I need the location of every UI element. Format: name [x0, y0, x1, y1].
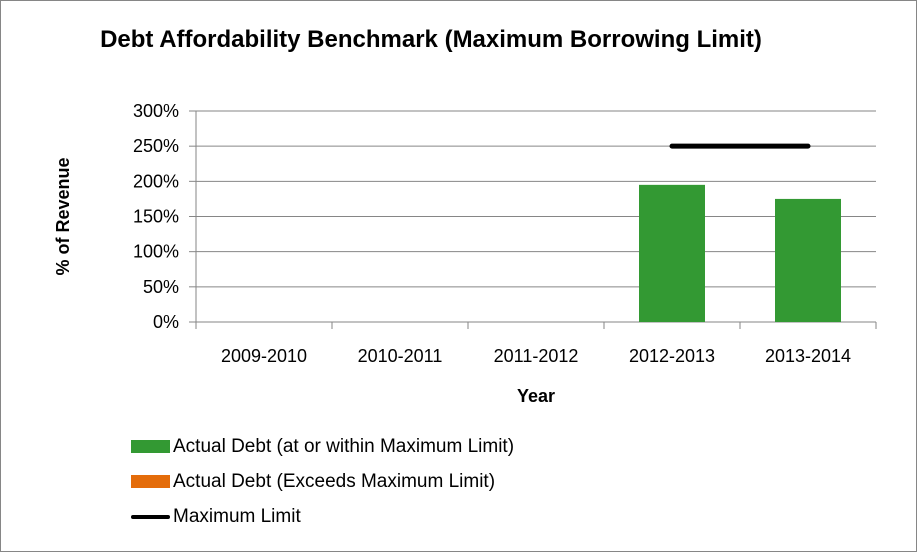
bar-2012-2013	[639, 184, 705, 322]
legend: Actual Debt (at or within Maximum Limit)…	[131, 429, 514, 534]
bar-2013-2014	[775, 198, 841, 322]
y-tick-labels: 0% 50% 100% 150% 200% 250% 300%	[133, 101, 179, 332]
y-tick-label: 100%	[133, 242, 179, 262]
legend-label-exceeds-limit: Actual Debt (Exceeds Maximum Limit)	[173, 470, 496, 492]
x-tick-label: 2009-2010	[221, 346, 307, 366]
y-axis-title: % of Revenue	[53, 157, 73, 275]
x-tick-label: 2012-2013	[629, 346, 715, 366]
y-tick-label: 300%	[133, 101, 179, 121]
chart-title: Debt Affordability Benchmark (Maximum Bo…	[100, 26, 762, 53]
y-tick-label: 200%	[133, 171, 179, 191]
y-tick-label: 50%	[143, 277, 179, 297]
legend-line-maximum-limit	[131, 514, 170, 519]
legend-item-within-limit: Actual Debt (at or within Maximum Limit)	[131, 429, 514, 464]
bars	[639, 184, 841, 322]
y-tick-label: 0%	[153, 312, 179, 332]
x-tick-label: 2010-2011	[358, 346, 443, 366]
legend-label-within-limit: Actual Debt (at or within Maximum Limit)	[173, 435, 515, 457]
legend-swatch-exceeds-limit	[131, 475, 170, 488]
x-tick-labels: 2009-2010 2010-2011 2011-2012 2012-2013 2013…	[221, 346, 851, 366]
x-tick-label: 2011-2012	[494, 346, 579, 366]
legend-item-exceeds-limit: Actual Debt (Exceeds Maximum Limit)	[131, 464, 514, 499]
x-axis-title: Year	[517, 386, 555, 406]
legend-label-maximum-limit: Maximum Limit	[173, 505, 301, 527]
x-tick-label: 2013-2014	[765, 346, 851, 366]
legend-item-maximum-limit: Maximum Limit	[131, 499, 514, 534]
legend-swatch-within-limit	[131, 440, 170, 453]
y-tick-label: 250%	[133, 136, 179, 156]
y-tick-label: 150%	[133, 207, 179, 227]
